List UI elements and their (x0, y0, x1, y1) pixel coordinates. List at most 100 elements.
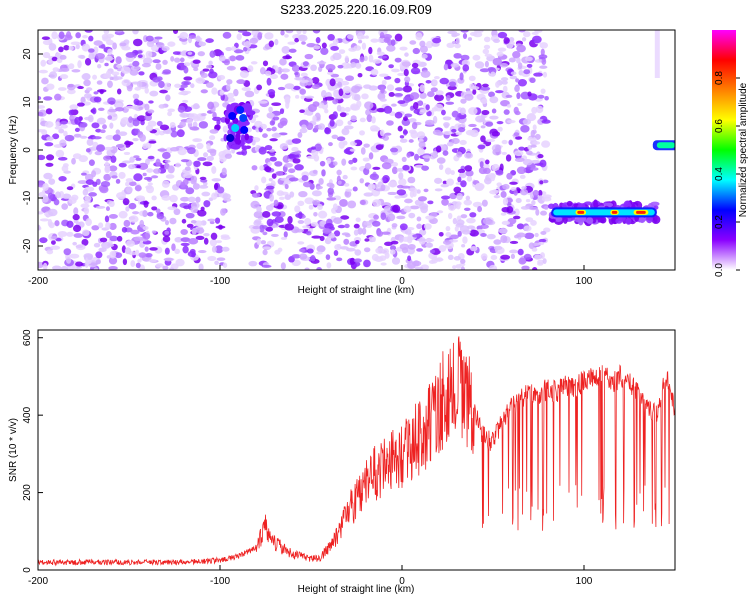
spectrogram-cell (173, 57, 181, 63)
spectrogram-cell (301, 124, 307, 130)
spectrogram-cell (468, 75, 476, 82)
spectrogram-cell (468, 123, 477, 128)
spectrogram-cell (416, 131, 426, 139)
spectrogram-cell (425, 40, 434, 49)
spectrogram-cell (188, 238, 199, 245)
spectrogram-cell (477, 144, 486, 150)
spectrogram-cell (514, 157, 525, 163)
spectrogram-cell (404, 198, 413, 204)
spectrogram-cell (134, 86, 141, 91)
spectrogram-cell (541, 140, 551, 148)
spectrogram-cell (363, 192, 374, 197)
spectrogram-cell (280, 120, 288, 126)
spectrogram-cell (432, 79, 438, 86)
spectrogram-cell (288, 168, 296, 174)
spectrogram-cell (157, 148, 167, 152)
spectrogram-y-tick-label: 20 (22, 48, 33, 60)
spectrogram-cell (264, 32, 274, 40)
spectrogram-cell (447, 212, 453, 220)
spectrogram-cell (209, 129, 219, 134)
spectrogram-cell (66, 257, 72, 264)
spectrogram-cell (364, 238, 370, 242)
spectrogram-cell (222, 193, 231, 200)
spectrogram-cell (394, 195, 402, 199)
spectrogram-cell (257, 32, 263, 41)
spectrogram-cell (65, 31, 72, 39)
spectrogram-cell (354, 249, 362, 256)
spectrogram-cell (182, 178, 189, 186)
spectrogram-cell (299, 253, 308, 260)
spectrogram-cell (376, 51, 385, 56)
spectrogram-cell (450, 170, 455, 176)
spectrogram-cell (382, 248, 390, 255)
spectrogram-cell (122, 160, 132, 164)
spectrogram-cell (527, 136, 537, 142)
spectrogram-cell (58, 46, 64, 53)
spectrogram-cell (480, 233, 487, 237)
snr-x-tick-label: -100 (210, 576, 230, 587)
spectrogram-cell (281, 45, 290, 54)
spectrogram-cell (535, 208, 540, 216)
spectrogram-cell (455, 37, 460, 45)
spectrogram-cell (133, 98, 140, 106)
spectrogram-cell (456, 202, 461, 210)
spectrogram-cell (329, 119, 335, 127)
spectrogram-cell (354, 139, 362, 144)
spectrogram-cell (447, 85, 457, 91)
spectrogram-cell (191, 227, 197, 235)
spectrogram-cell (272, 116, 280, 121)
spectrogram-cell (355, 62, 362, 69)
spectrogram-cell (85, 218, 92, 227)
spectrogram-cell (208, 60, 213, 66)
spectrogram-cell (161, 195, 172, 201)
spectrogram-cell (419, 45, 428, 53)
spectrogram-cell (398, 178, 407, 186)
spectrogram-cell (240, 66, 248, 72)
spectrogram-cell (294, 71, 299, 76)
spectrogram-cell (211, 165, 217, 174)
spectrogram-cell (48, 208, 58, 217)
spectrogram-cell (462, 64, 470, 72)
spectrogram-cell (537, 261, 544, 266)
spectrogram-cell (91, 170, 97, 178)
spectrogram-cell (314, 143, 322, 152)
spectrogram-cell (126, 105, 134, 110)
spectrogram-cell (265, 226, 274, 232)
spectrogram-cell (423, 223, 432, 230)
spectrogram-cell (123, 151, 131, 156)
spectrogram-cell (57, 156, 68, 161)
colorbar-label: Normalized spectral amplitude (738, 82, 749, 217)
snr-x-tick-label: -200 (28, 576, 48, 587)
spectrogram-cell (522, 31, 531, 38)
spectrogram-cell (54, 220, 60, 227)
spectrogram-cell (337, 81, 342, 87)
spectrogram-cell (501, 220, 511, 226)
spectrogram-cell (370, 68, 379, 76)
spectrogram-cell (46, 154, 55, 161)
spectrogram-cell (39, 237, 48, 244)
spectrogram-cell (459, 72, 464, 81)
spectrogram-cell (482, 167, 491, 175)
spectrogram-cell (167, 165, 175, 174)
spectrogram-cell (235, 55, 245, 61)
spectrogram-cell (362, 157, 370, 162)
spectrogram-cell (383, 205, 391, 211)
spectrogram-cell (497, 47, 507, 52)
spectrogram-cell (266, 218, 274, 227)
spectrogram-cell (530, 220, 537, 226)
spectrogram-cell (469, 212, 477, 218)
spectrogram-cell (297, 241, 305, 245)
spectrogram-cell (97, 63, 102, 69)
spectrogram-cell (181, 80, 191, 86)
spectrogram-cell (240, 134, 246, 144)
colorbar-tick-label: 0.4 (714, 167, 725, 181)
spectrogram-cell (231, 144, 241, 150)
spectrogram-cell (474, 182, 485, 191)
spectrogram-cell (379, 31, 385, 39)
spectrogram-cell (121, 226, 128, 233)
spectrogram-cell (116, 235, 123, 242)
spectrogram-cell (41, 77, 49, 85)
spectrogram-cell (341, 127, 350, 136)
spectrogram-cell (144, 87, 149, 94)
spectrogram-cell (523, 225, 532, 232)
